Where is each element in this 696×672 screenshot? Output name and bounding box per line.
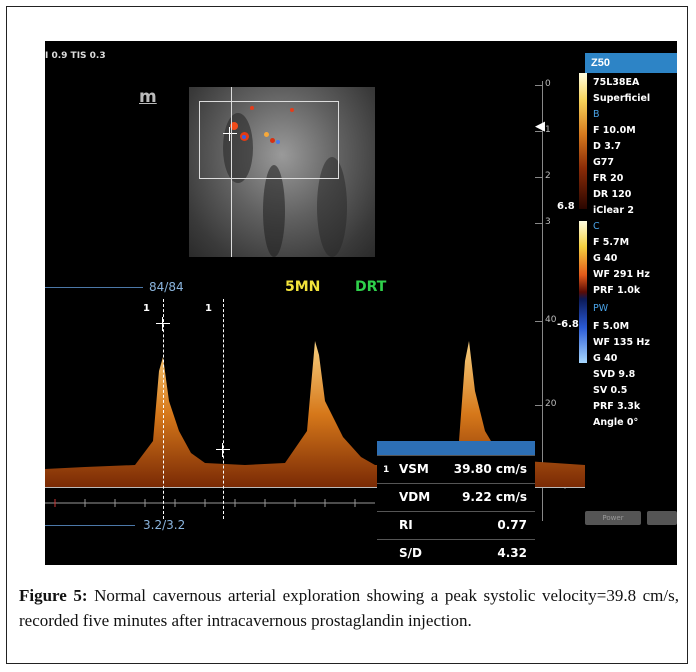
- measurement-value: 39.80 cm/s: [453, 462, 527, 476]
- b-mode-image: [189, 87, 375, 257]
- caliper-index: 1: [143, 303, 150, 314]
- depth-label: 1: [545, 125, 551, 135]
- color-scale-bar: [579, 221, 587, 363]
- figure-frame: I 0.9 TIS 0.3 m: [6, 6, 688, 664]
- preset-name: Superficiel: [593, 93, 651, 104]
- measurement-value: 9.22 cm/s: [462, 490, 527, 504]
- pw-wall-filter: WF 135 Hz: [593, 337, 650, 348]
- b-depth: D 3.7: [593, 141, 622, 152]
- measurement-value: 4.32: [497, 546, 527, 560]
- b-gain: G77: [593, 157, 615, 168]
- b-mode-label: B: [593, 109, 600, 120]
- depth-label: 2: [545, 171, 551, 181]
- gain-line: [45, 287, 143, 288]
- velocity-label: 40: [545, 315, 557, 325]
- side-label: DRT: [355, 279, 387, 295]
- depth-label: 0: [545, 79, 551, 89]
- caliper-line-1: [163, 299, 164, 519]
- c-prf: PRF 1.0k: [593, 285, 641, 296]
- c-frequency: F 5.7M: [593, 237, 630, 248]
- measurement-label: RI: [399, 518, 413, 532]
- measurement-header: [377, 441, 535, 455]
- probe-model: 75L38EA: [593, 77, 640, 88]
- systolic-caliper: [156, 317, 170, 331]
- measurement-label: S/D: [399, 546, 422, 560]
- spectral-doppler-waveform: [45, 341, 585, 487]
- pw-gain: G 40: [593, 353, 618, 364]
- depth-label: 3: [545, 217, 551, 227]
- diastolic-caliper: [216, 443, 230, 457]
- time-ticks: [45, 495, 375, 511]
- measurement-row: S/D 4.32: [377, 539, 535, 565]
- sample-volume-marker: [223, 127, 237, 141]
- c-wall-filter: WF 291 Hz: [593, 269, 650, 280]
- measurement-label: VDM: [399, 490, 431, 504]
- caption-prefix: Figure 5:: [19, 586, 88, 605]
- b-mode-gray-bar: [579, 73, 587, 209]
- power-button[interactable]: Power: [585, 511, 641, 525]
- time-label: 5MN: [285, 279, 321, 295]
- caliper-line-2: [223, 299, 224, 519]
- measurement-row: VDM 9.22 cm/s: [377, 483, 535, 510]
- pw-frequency: F 5.0M: [593, 321, 630, 332]
- parameter-panel: Z50 75L38EA Superficiel B F 10.0M D 3.7 …: [557, 41, 677, 565]
- caption-text: Normal cavernous arterial exploration sh…: [19, 586, 679, 630]
- pw-sample-volume: SV 0.5: [593, 385, 628, 396]
- measurement-value: 0.77: [497, 518, 527, 532]
- velocity-label: 20: [545, 399, 557, 409]
- doppler-baseline: [45, 487, 585, 488]
- color-doppler-box: [199, 101, 339, 179]
- ultrasound-screen: I 0.9 TIS 0.3 m: [45, 41, 677, 565]
- focus-arrow-icon: ◀: [535, 119, 545, 134]
- pw-svd: SVD 9.8: [593, 369, 636, 380]
- manufacturer-logo: m: [139, 87, 157, 107]
- b-frame-rate: FR 20: [593, 173, 624, 184]
- gain-label: 84/84: [149, 280, 184, 294]
- c-gain: G 40: [593, 253, 618, 264]
- pw-angle: Angle 0°: [593, 417, 639, 428]
- pw-mode-label: PW: [593, 303, 609, 314]
- measurement-index: 1: [383, 465, 390, 475]
- b-frequency: F 10.0M: [593, 125, 636, 136]
- color-scale-max: 6.8: [557, 201, 575, 212]
- measurement-table: 1 VSM 39.80 cm/s VDM 9.22 cm/s RI 0.77 S…: [377, 441, 535, 565]
- measurement-row: RI 0.77: [377, 511, 535, 538]
- measurement-row: 1 VSM 39.80 cm/s: [377, 455, 535, 482]
- secondary-button[interactable]: [647, 511, 677, 525]
- scale-axis: [542, 81, 543, 521]
- color-mode-label: C: [593, 221, 600, 232]
- iclear-setting: iClear 2: [593, 205, 634, 216]
- figure-caption: Figure 5: Normal cavernous arterial expl…: [19, 583, 679, 633]
- doppler-cursor-line: [231, 87, 232, 257]
- measurement-label: VSM: [399, 462, 429, 476]
- b-dynamic-range: DR 120: [593, 189, 632, 200]
- caliper-index: 1: [205, 303, 212, 314]
- probe-header: Z50: [585, 53, 677, 73]
- thermal-index-text: I 0.9 TIS 0.3: [45, 51, 106, 61]
- scale-line: [45, 525, 135, 526]
- scale-label: 3.2/3.2: [143, 518, 186, 532]
- pw-prf: PRF 3.3k: [593, 401, 641, 412]
- color-scale-min: -6.8: [557, 319, 579, 330]
